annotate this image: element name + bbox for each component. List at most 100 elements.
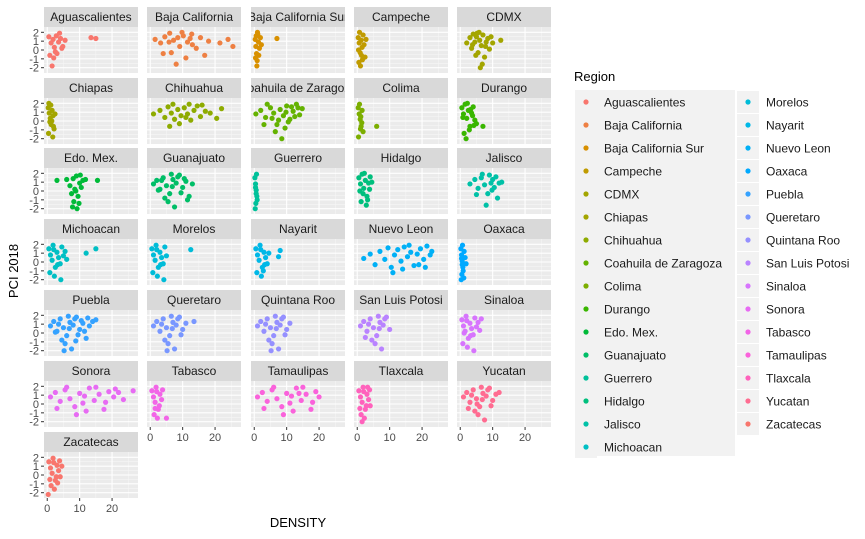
data-point	[51, 486, 57, 492]
data-point	[168, 110, 174, 116]
data-point	[460, 114, 466, 121]
data-point	[45, 130, 52, 136]
data-point	[173, 322, 179, 328]
y-tick-label: -2	[29, 346, 39, 358]
legend-key	[583, 329, 589, 335]
data-point	[490, 40, 496, 46]
facet-strip	[251, 148, 345, 168]
data-point	[422, 264, 428, 270]
data-point	[176, 121, 183, 127]
data-point	[459, 317, 465, 323]
data-point	[480, 32, 486, 38]
facet-tamaulipas: Tamaulipas 0 10 20	[251, 361, 345, 444]
legend-label: Coahuila de Zaragoza	[604, 257, 722, 271]
y-tick-label: 1	[33, 319, 39, 331]
y-tick-label: 0	[33, 116, 39, 128]
facet-strip	[147, 78, 241, 98]
data-point	[59, 45, 65, 51]
data-point	[357, 181, 364, 187]
data-point	[277, 322, 283, 328]
facet-strip-label: Queretaro	[167, 293, 221, 307]
legend-item-colima: Colima	[575, 275, 642, 297]
data-point	[76, 200, 82, 206]
legend-label: CDMX	[604, 188, 639, 202]
data-point	[91, 397, 97, 404]
facet-strip	[354, 7, 448, 27]
data-point	[60, 253, 67, 259]
facet-sonora: Sonora 210-1-2	[29, 361, 138, 429]
y-tick-label: -1	[29, 479, 39, 491]
facet-baja-california-sur: Baja California Sur	[251, 7, 345, 73]
legend-label: Hidalgo	[604, 395, 645, 409]
y-tick-label: -1	[29, 195, 39, 207]
data-point	[47, 252, 54, 258]
data-point	[149, 388, 155, 394]
facet-aguascalientes: Aguascalientes 210-1-2	[29, 7, 138, 75]
y-tick-label: 1	[33, 36, 39, 48]
data-point	[467, 181, 473, 187]
data-point	[361, 42, 367, 48]
data-point	[101, 406, 107, 412]
facet-strip	[44, 219, 138, 239]
facet-strip-label: Nayarit	[279, 222, 318, 236]
legend-label: Tamaulipas	[766, 349, 827, 363]
data-point	[272, 129, 278, 135]
data-point	[186, 101, 192, 107]
data-point	[357, 188, 363, 194]
data-point	[80, 400, 86, 406]
data-point	[46, 100, 52, 106]
data-point	[205, 38, 212, 44]
legend-item-quintana-roo: Quintana Roo	[737, 229, 840, 251]
y-tick-label: -2	[29, 204, 39, 216]
data-point	[256, 52, 262, 58]
data-point	[470, 387, 476, 393]
data-point	[374, 333, 380, 339]
data-point	[170, 101, 176, 107]
data-point	[277, 106, 283, 113]
data-point	[45, 491, 51, 498]
data-point	[165, 104, 171, 110]
facet-strip	[147, 7, 241, 27]
data-point	[367, 251, 373, 257]
data-point	[464, 40, 470, 46]
data-point	[256, 257, 262, 263]
data-point	[271, 110, 277, 116]
data-point	[483, 202, 489, 208]
data-point	[295, 105, 301, 111]
data-point	[82, 176, 89, 183]
data-point	[264, 101, 270, 107]
data-point	[461, 330, 467, 336]
x-tick-label: 10	[177, 432, 189, 444]
legend-item-guerrero: Guerrero	[575, 367, 652, 389]
data-point	[411, 262, 417, 269]
data-point	[130, 388, 136, 394]
facet-edo-mex: Edo. Mex. 210-1-2	[29, 148, 138, 216]
legend-label: Puebla	[766, 188, 804, 202]
data-point	[183, 55, 189, 61]
legend-key	[583, 306, 589, 312]
legend-item-durango: Durango	[575, 298, 650, 320]
legend-key	[583, 260, 589, 266]
data-point	[93, 246, 99, 252]
data-point	[155, 187, 161, 193]
data-point	[479, 396, 485, 403]
data-point	[77, 390, 83, 396]
data-point	[282, 125, 288, 131]
data-point	[462, 254, 468, 261]
data-point	[365, 384, 371, 390]
y-tick-label: 1	[33, 107, 39, 119]
facet-strip	[251, 7, 345, 27]
facet-jalisco: Jalisco	[457, 148, 551, 214]
data-point	[179, 29, 185, 35]
data-point	[150, 270, 156, 276]
facet-strip-label: Chihuahua	[165, 81, 223, 95]
data-point	[163, 253, 170, 259]
facet-strip-label: Chiapas	[69, 81, 113, 95]
data-point	[170, 37, 177, 43]
legend-item-yucatan: Yucatan	[737, 390, 809, 412]
data-point	[83, 335, 89, 341]
data-point	[466, 127, 472, 133]
data-point	[163, 183, 170, 189]
facet-quintana-roo: Quintana Roo	[251, 290, 345, 356]
data-point	[267, 105, 274, 111]
